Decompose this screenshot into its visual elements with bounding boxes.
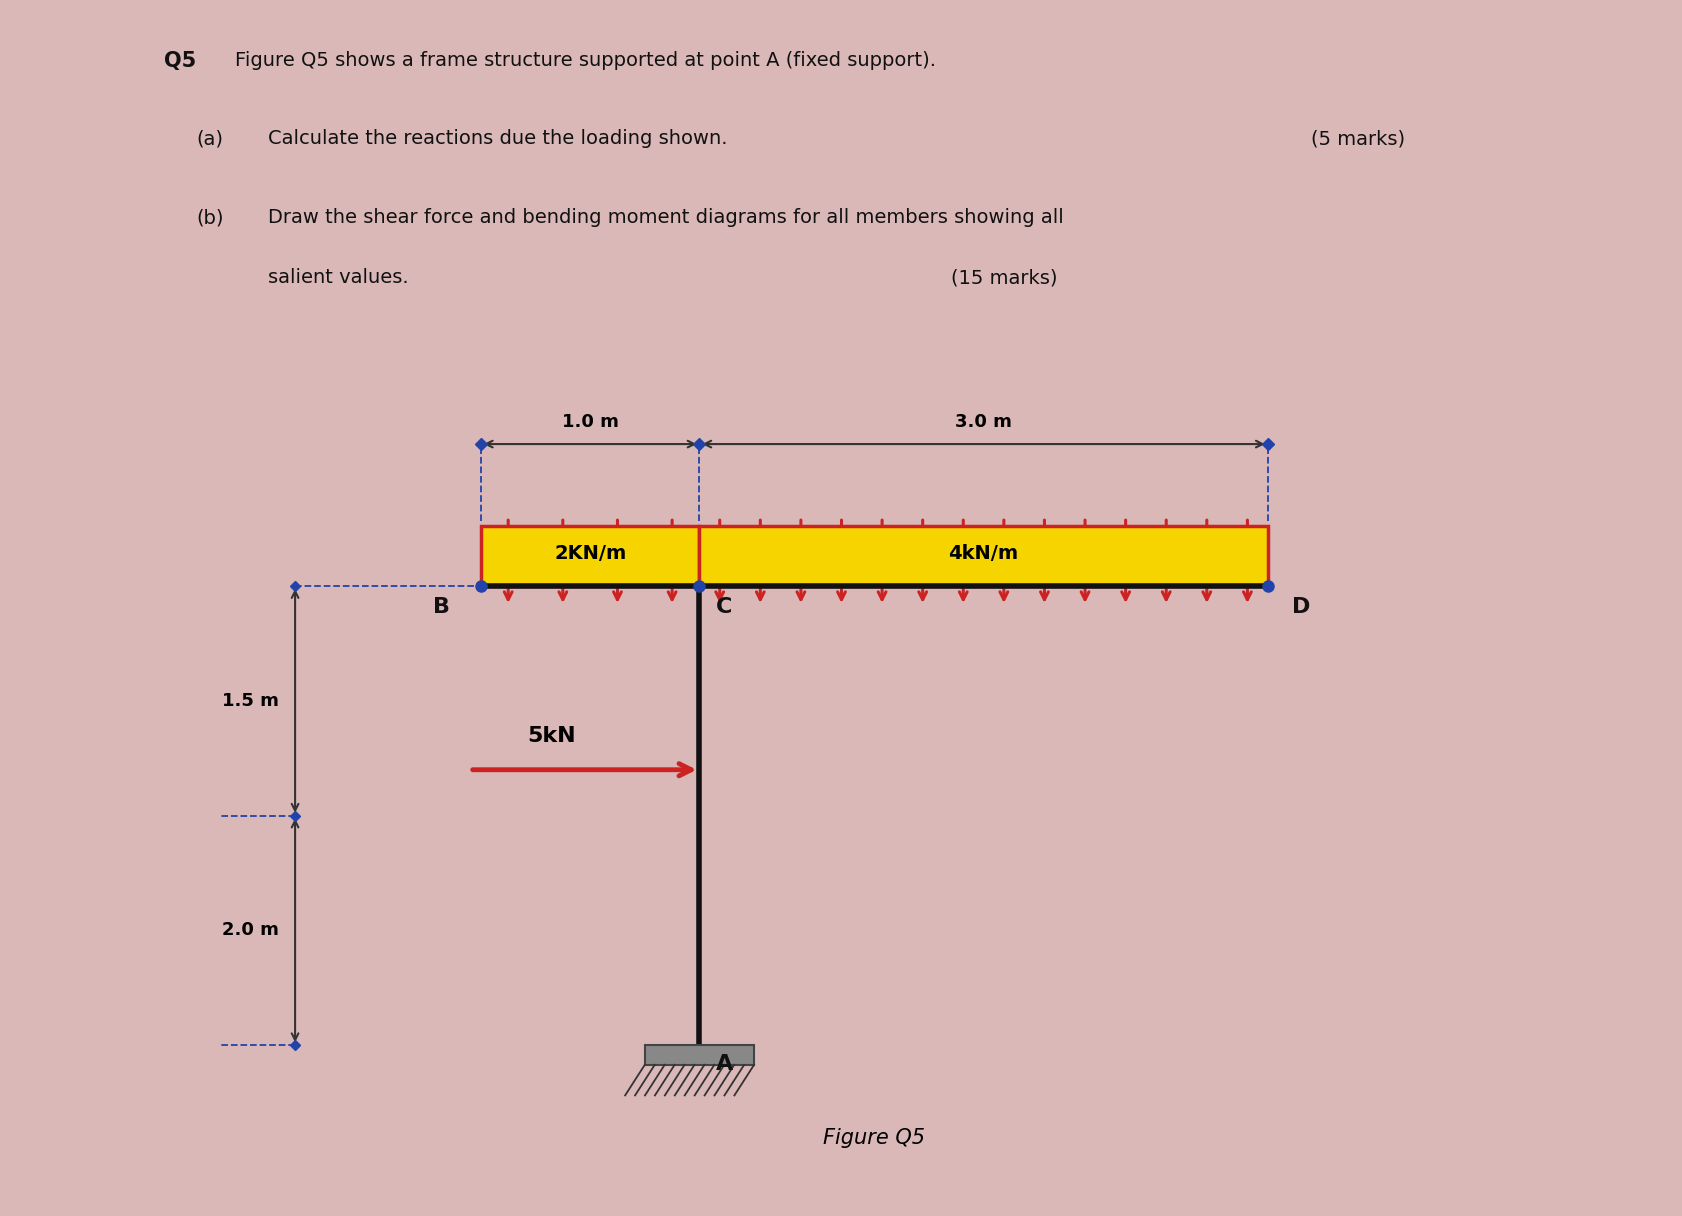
Text: 5kN: 5kN bbox=[526, 726, 575, 745]
Text: Q5: Q5 bbox=[163, 51, 197, 71]
Bar bbox=[644, 1045, 754, 1065]
Text: Figure Q5 shows a frame structure supported at point A (fixed support).: Figure Q5 shows a frame structure suppor… bbox=[235, 51, 935, 69]
Text: B: B bbox=[432, 597, 451, 617]
Text: 2KN/m: 2KN/m bbox=[553, 545, 626, 563]
Text: 2.0 m: 2.0 m bbox=[222, 922, 279, 940]
Text: 3.0 m: 3.0 m bbox=[955, 413, 1011, 430]
Text: Calculate the reactions due the loading shown.: Calculate the reactions due the loading … bbox=[267, 129, 727, 148]
Text: (a): (a) bbox=[197, 129, 224, 148]
Text: C: C bbox=[715, 597, 732, 617]
Text: salient values.: salient values. bbox=[267, 269, 409, 287]
Text: (b): (b) bbox=[197, 208, 224, 227]
Text: (15 marks): (15 marks) bbox=[950, 269, 1056, 287]
Text: Draw the shear force and bending moment diagrams for all members showing all: Draw the shear force and bending moment … bbox=[267, 208, 1063, 227]
Text: A: A bbox=[715, 1054, 733, 1074]
Text: 1.5 m: 1.5 m bbox=[222, 692, 279, 710]
Text: Figure Q5: Figure Q5 bbox=[822, 1128, 925, 1148]
Text: 1.0 m: 1.0 m bbox=[562, 413, 619, 430]
Text: (5 marks): (5 marks) bbox=[1310, 129, 1404, 148]
Bar bbox=[700, 527, 1267, 586]
Text: 4kN/m: 4kN/m bbox=[949, 545, 1018, 563]
Text: D: D bbox=[1292, 597, 1309, 617]
Bar bbox=[481, 527, 700, 586]
